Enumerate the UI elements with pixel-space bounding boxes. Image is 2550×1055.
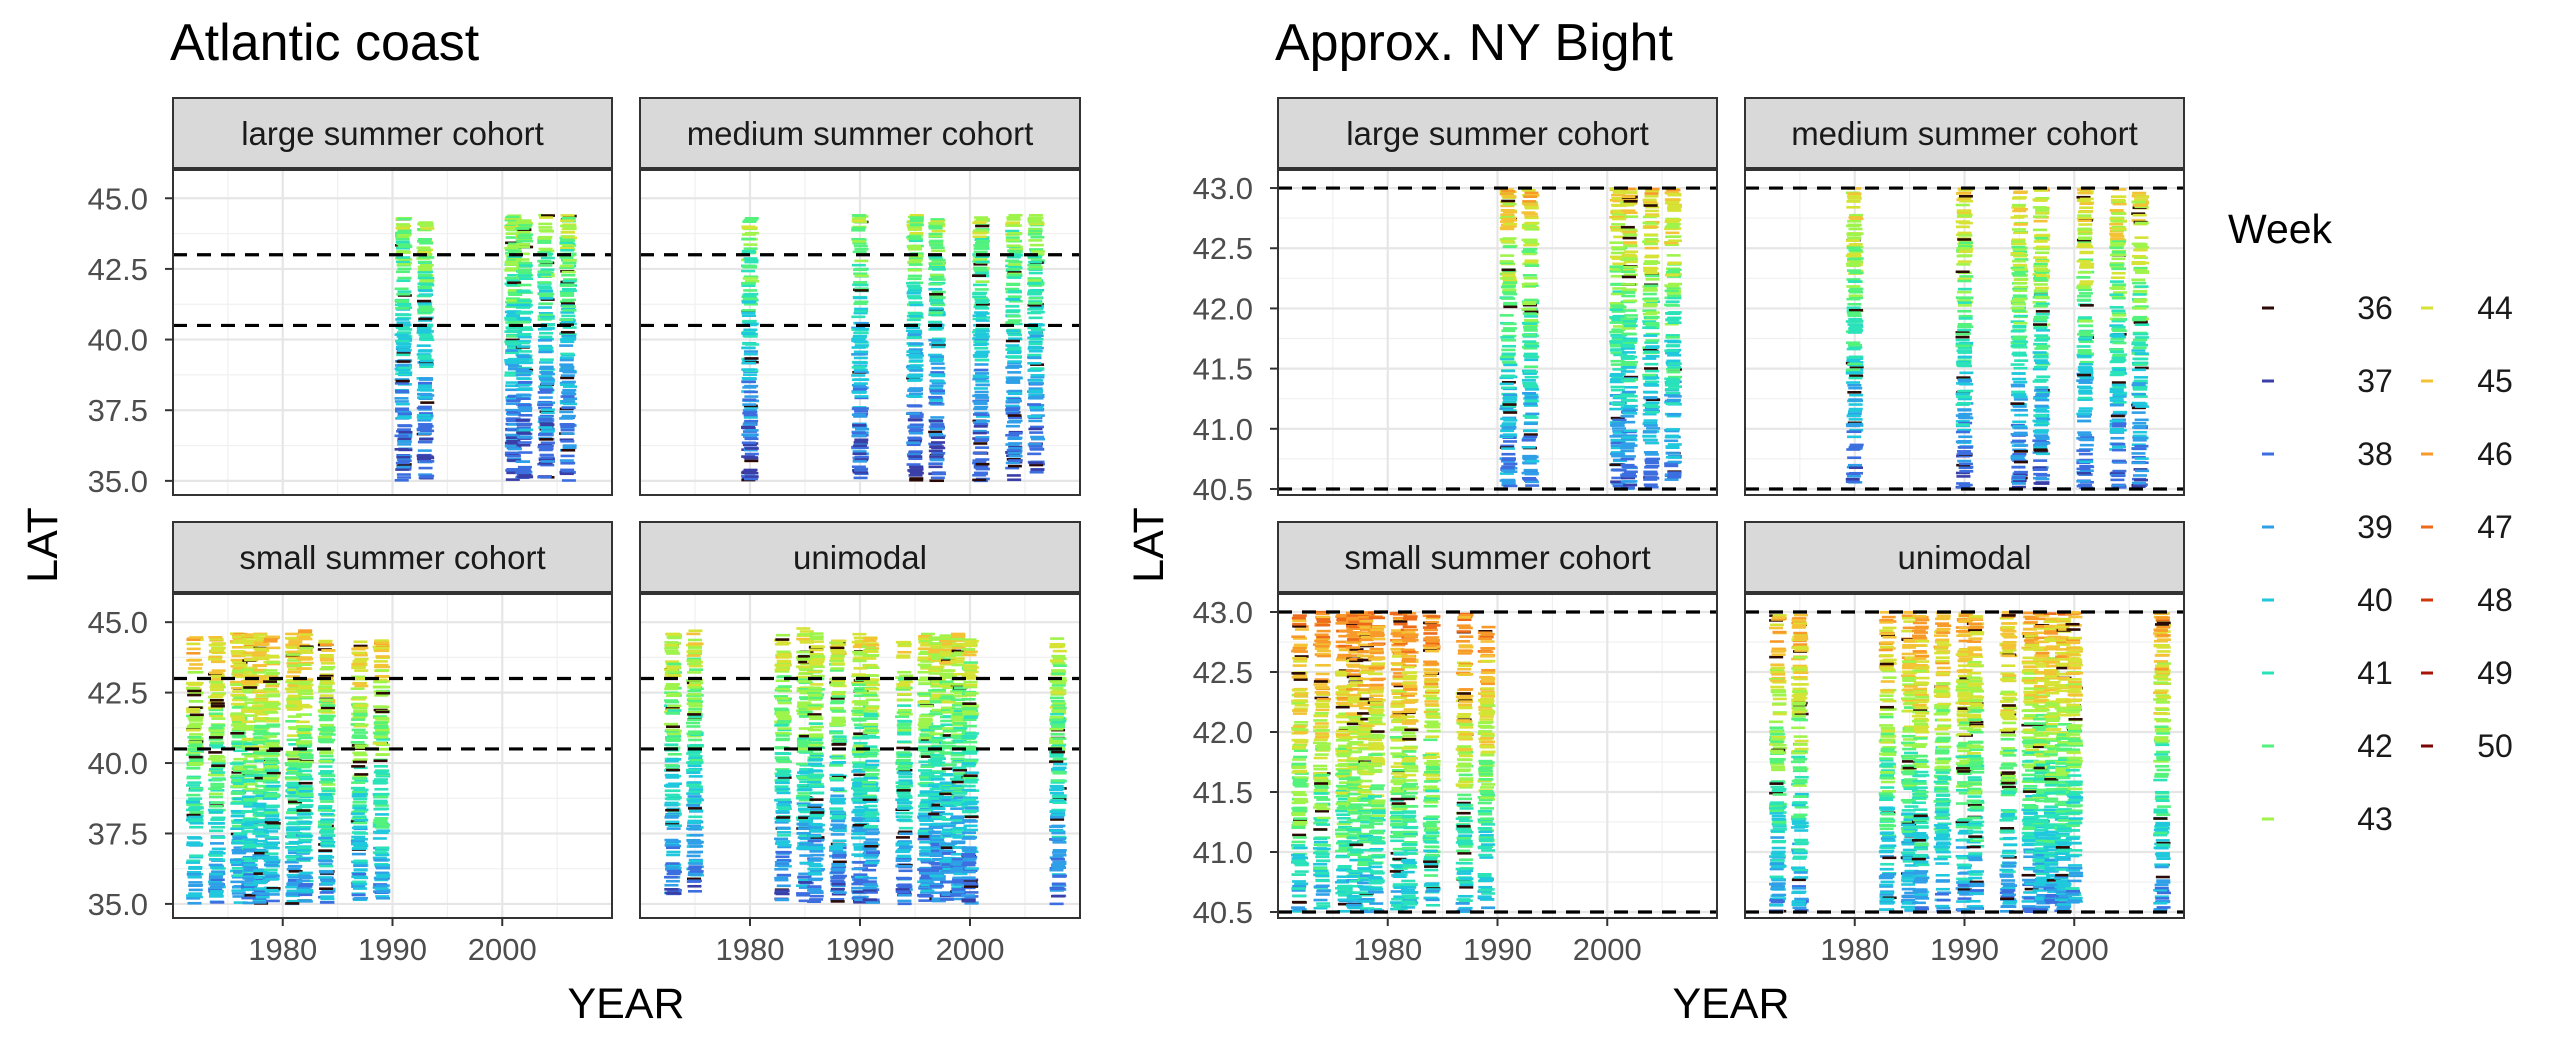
y-tick-label: 40.0: [88, 323, 148, 358]
y-tick-label: 35.0: [88, 887, 148, 922]
y-tick-label: 37.5: [88, 393, 148, 428]
y-tick-label: 45.0: [88, 605, 148, 640]
y-tick-label: 42.5: [88, 252, 148, 287]
data-column: [972, 218, 990, 481]
y-tick-label: 37.5: [88, 816, 148, 851]
y-tick-label: 45.0: [88, 181, 148, 216]
x-tick-label: 1990: [358, 932, 427, 967]
y-tick-label: 42.5: [88, 676, 148, 711]
data-column: [416, 223, 434, 479]
facet-panel-2: small summer cohort 35.0 37.5 40.0 42.5 45.0 1…: [88, 522, 612, 967]
facet-strip-label: unimodal: [793, 539, 927, 576]
x-tick-label: 1980: [248, 932, 317, 967]
data-column: [394, 218, 412, 480]
facet-strip-label: medium summer cohort: [687, 115, 1034, 152]
facet-strip-label: small summer cohort: [239, 539, 545, 576]
group-title: Atlantic coast: [170, 14, 480, 72]
facet-group-0: Atlantic coast large summer cohort 35.0 37.…: [19, 14, 1080, 1028]
y-tick-label: 40.0: [88, 746, 148, 781]
facet-panel-0: large summer cohort 35.0 37.5 40.0 42.5 45.0: [88, 98, 612, 499]
facet-strip-label: large summer cohort: [241, 115, 544, 152]
y-tick-label: 35.0: [88, 464, 148, 499]
x-tick-label: 2000: [468, 932, 537, 967]
data-column: [263, 637, 281, 901]
facet-panel-1: medium summer cohort: [640, 98, 1080, 495]
